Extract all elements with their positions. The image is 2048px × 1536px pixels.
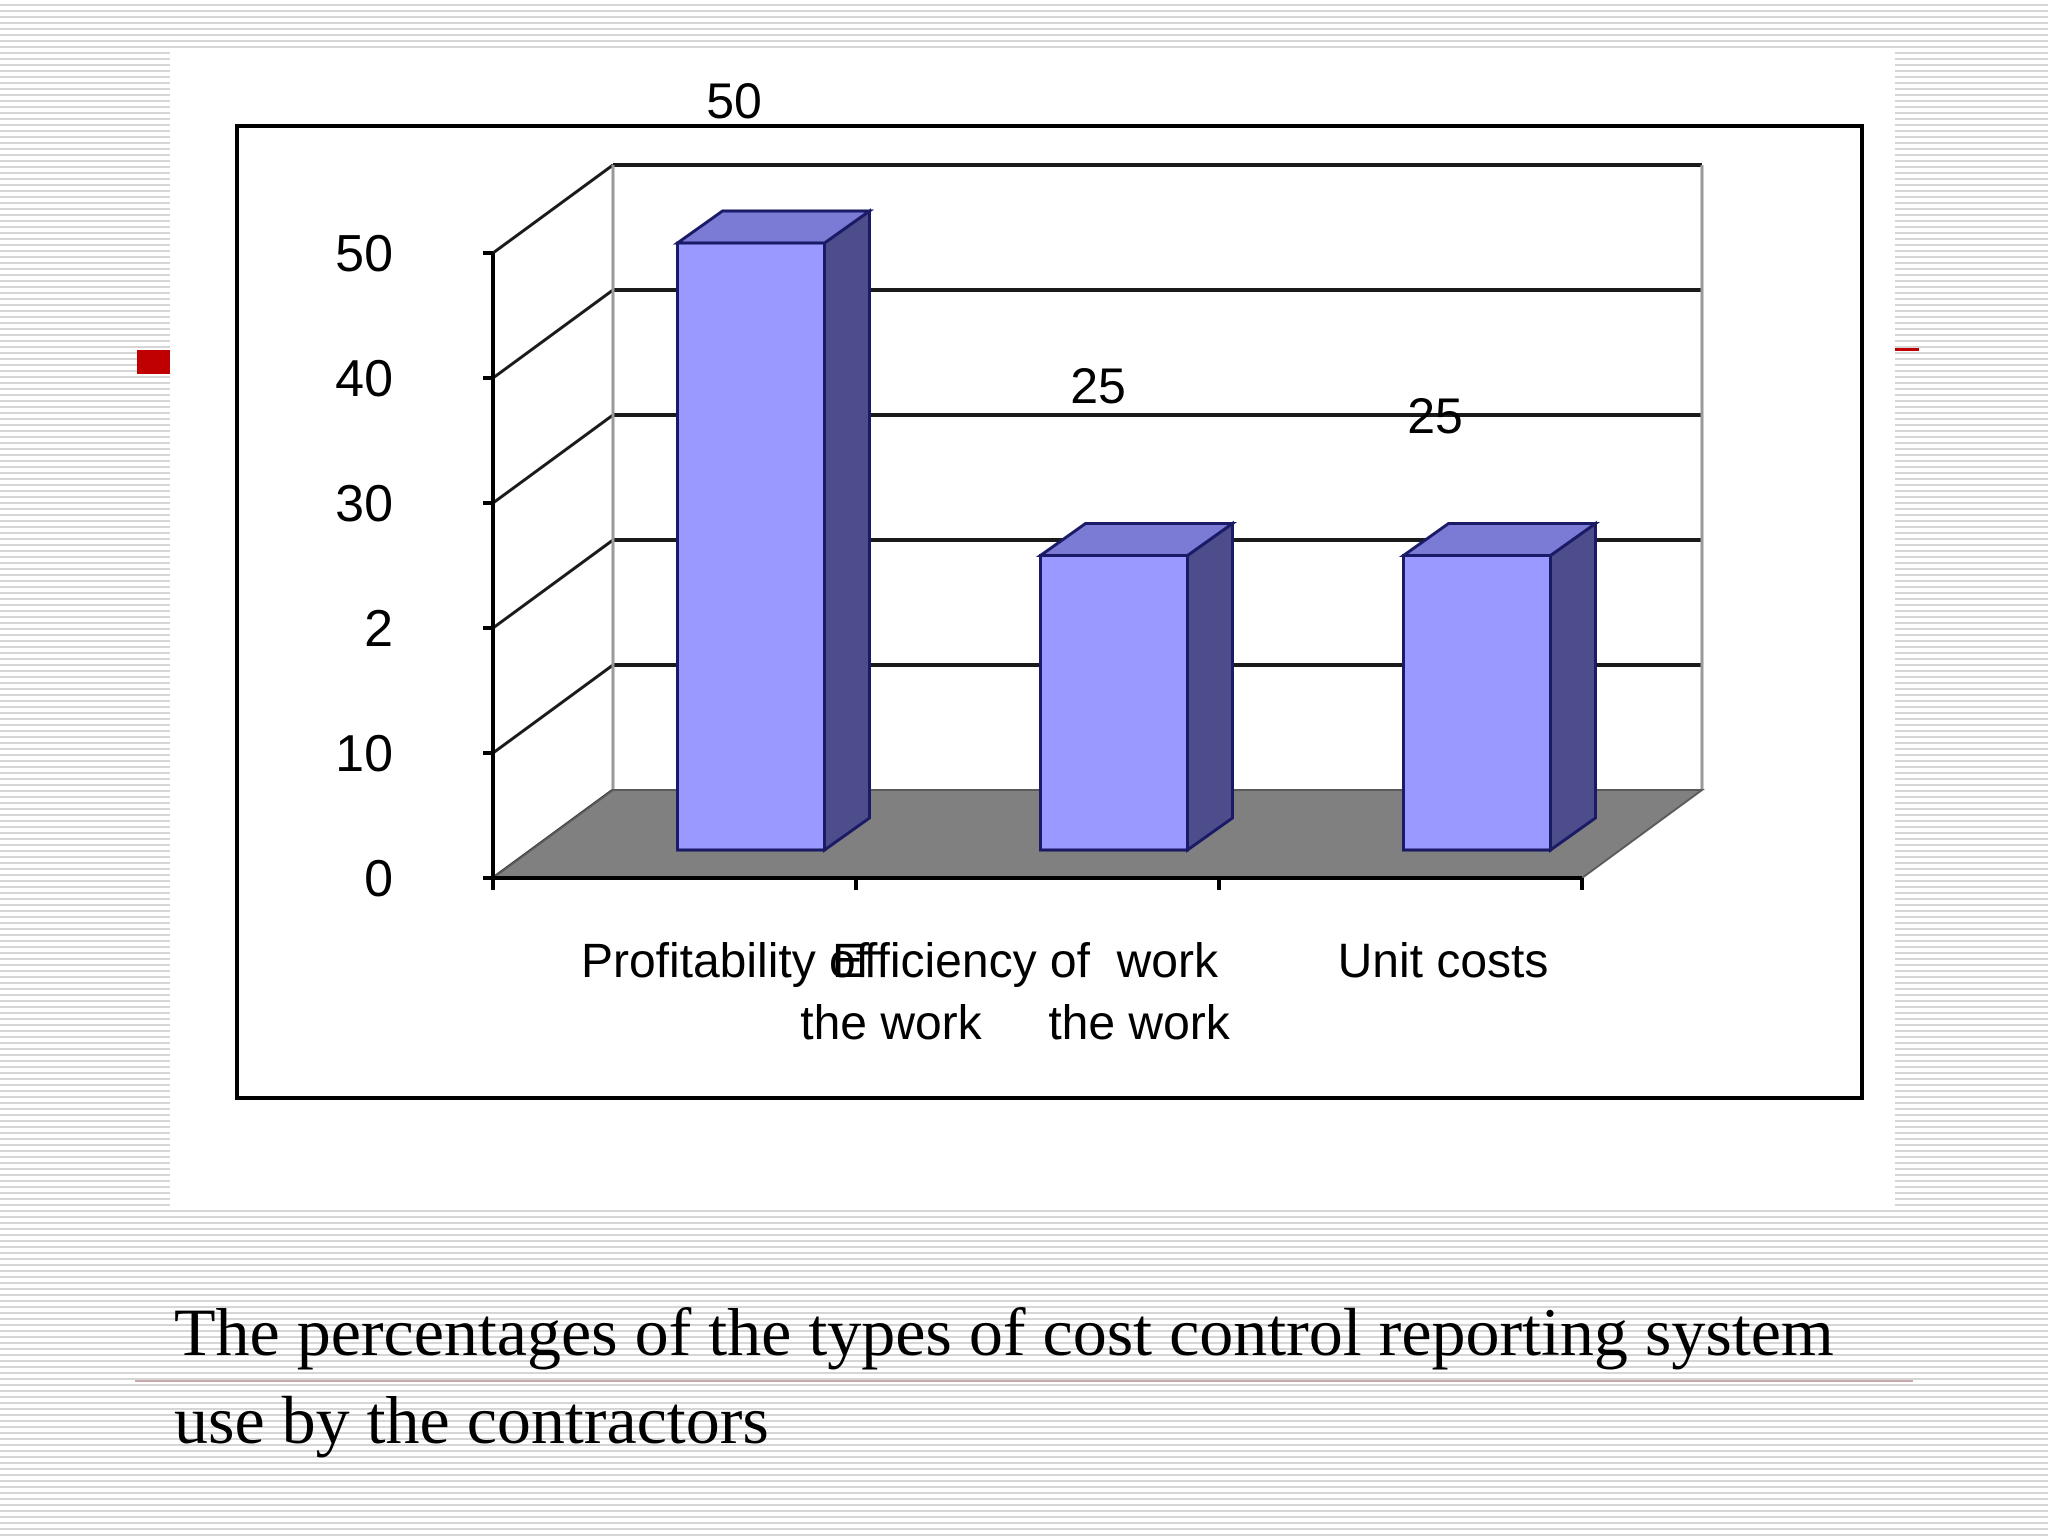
bar-side-face — [1549, 520, 1597, 853]
data-label: 25 — [1070, 358, 1126, 414]
x-category-label: Profitability of — [581, 935, 870, 988]
y-tick-label: 30 — [335, 475, 393, 533]
bullet-marker — [137, 350, 170, 374]
bar — [1039, 554, 1189, 852]
x-category-label: Unit costs — [1338, 935, 1549, 988]
y-tick-label: 2 — [364, 600, 393, 658]
y-tick-label: 0 — [364, 850, 393, 908]
gridline-side — [492, 538, 614, 630]
gridline-side — [492, 413, 614, 505]
y-tick-label: 40 — [335, 350, 393, 408]
bar-side-face — [1186, 520, 1234, 853]
gridline-side — [492, 663, 614, 755]
plot-area: 0 10 2 30 40 50 50 25 25 Profitability ofEfficien… — [335, 73, 1706, 1050]
gridline-side — [492, 288, 614, 380]
caption-divider — [135, 1380, 1913, 1382]
bar — [676, 241, 826, 852]
data-label: 25 — [1407, 388, 1463, 444]
accent-dash — [1895, 348, 1919, 351]
gridline-side — [492, 163, 614, 255]
data-label: 50 — [706, 73, 762, 129]
bar — [1402, 554, 1552, 852]
x-category-label: the work the work — [800, 997, 1230, 1050]
slide-caption: The percentages of the types of cost con… — [174, 1294, 1834, 1458]
y-tick-label: 10 — [335, 725, 393, 783]
bar-side-face — [823, 208, 871, 853]
x-category-label: Efficiency of work — [832, 935, 1219, 988]
y-tick-label: 50 — [335, 225, 393, 283]
